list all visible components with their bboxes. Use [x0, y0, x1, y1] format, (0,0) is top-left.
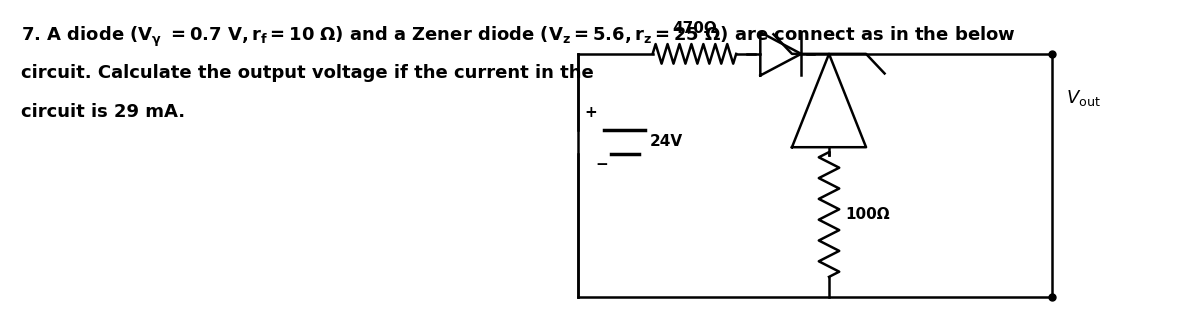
Text: circuit is 29 mA.: circuit is 29 mA.: [22, 103, 186, 121]
Text: +: +: [584, 105, 596, 120]
Text: 7. A diode ($\bf{V_\gamma}$ $\bf{= 0.7\ V, r_f = 10\ \Omega}$) and a Zener diode: 7. A diode ($\bf{V_\gamma}$ $\bf{= 0.7\ …: [22, 24, 1016, 49]
Text: −: −: [595, 157, 608, 172]
Text: circuit. Calculate the output voltage if the current in the: circuit. Calculate the output voltage if…: [22, 64, 594, 82]
Text: 24V: 24V: [650, 134, 683, 149]
Text: 100Ω: 100Ω: [846, 207, 890, 222]
Text: $\it{V}_{\rm{out}}$: $\it{V}_{\rm{out}}$: [1066, 88, 1100, 108]
Text: 470Ω: 470Ω: [672, 21, 716, 36]
